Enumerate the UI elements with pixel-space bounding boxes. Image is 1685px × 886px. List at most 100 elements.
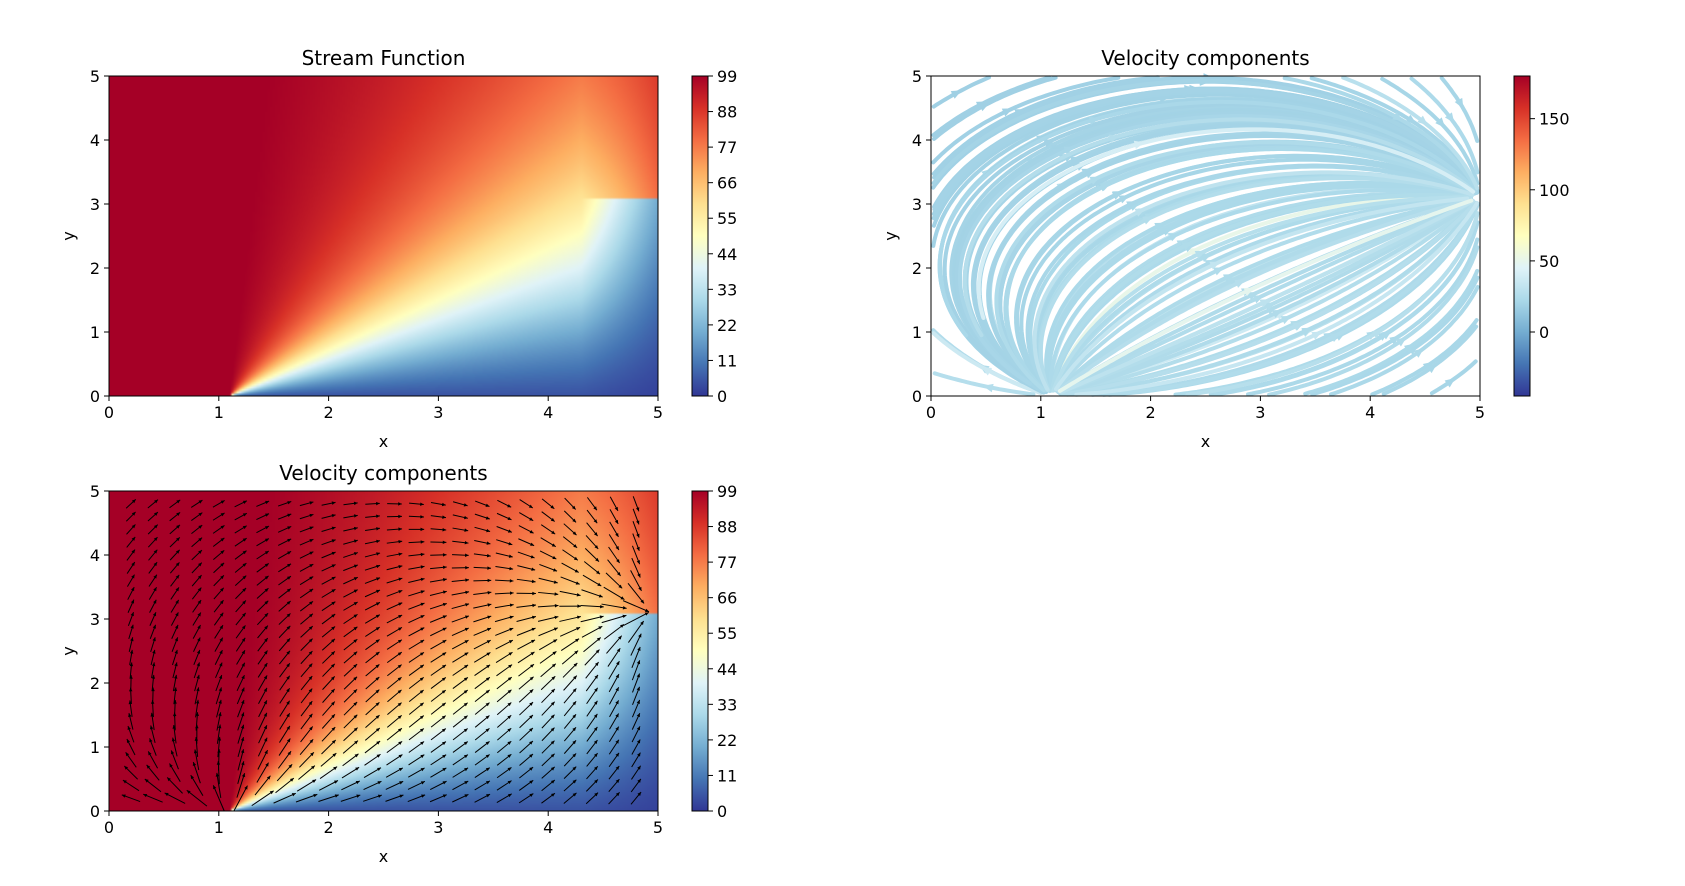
quiver-arrowhead <box>593 506 597 511</box>
streamline <box>1059 201 1474 396</box>
quiver-arrowhead <box>464 664 469 669</box>
quiver-arrow <box>166 777 183 794</box>
y-tick-label: 5 <box>90 482 100 501</box>
colorbar-tick-label: 55 <box>717 209 737 228</box>
x-tick-label: 5 <box>1475 403 1485 422</box>
quiver-arrowhead <box>574 569 579 573</box>
quiver-arrowhead <box>420 602 425 607</box>
quiver-arrowhead <box>242 513 247 517</box>
quiver-arrowhead <box>531 639 536 644</box>
streamline-arrow <box>1234 279 1246 288</box>
quiver-arrowhead <box>131 587 135 592</box>
quiver-arrowhead <box>420 540 425 544</box>
quiver-arrowhead <box>219 612 224 617</box>
quiver-arrowhead <box>507 504 512 508</box>
quiver-arrowhead <box>143 793 148 798</box>
quiver-arrowhead <box>311 765 315 770</box>
quiver-arrowhead <box>442 794 447 798</box>
quiver-arrowhead <box>264 600 269 605</box>
quiver-arrowhead <box>131 562 135 567</box>
quiver-arrowhead <box>377 781 382 785</box>
streamline-arrow <box>1228 277 1240 286</box>
quiver-arrowhead <box>487 627 492 632</box>
quiver-arrow <box>603 586 625 600</box>
quiver-arrowhead <box>507 677 512 681</box>
quiver-arrowhead <box>441 502 446 507</box>
quiver-arrowhead <box>330 688 335 693</box>
quiver-arrowhead <box>636 713 640 718</box>
quiver-arrowhead <box>615 752 620 757</box>
quiver-arrowhead <box>153 562 158 567</box>
quiver-arrowhead <box>376 754 381 758</box>
panel3-xlabel: x <box>379 847 388 866</box>
colorbar-tick-label: 66 <box>717 589 737 608</box>
streamline-arrow <box>1142 216 1154 225</box>
quiver-arrowhead <box>220 525 225 529</box>
panel3-title: Velocity components <box>279 461 487 485</box>
streamline-arrow <box>1194 250 1206 259</box>
quiver-arrowhead <box>442 615 447 619</box>
quiver-arrowhead <box>398 590 403 594</box>
quiver-arrowhead <box>175 574 180 579</box>
quiver-arrowhead <box>399 794 404 798</box>
quiver-arrowhead <box>197 575 202 579</box>
quiver-arrowhead <box>485 728 490 733</box>
panel3-y-ticks: 0 1 2 3 4 5 <box>90 482 109 821</box>
quiver-arrowhead <box>197 587 202 592</box>
quiver-arrowhead <box>241 773 246 778</box>
quiver-arrowhead <box>644 608 649 612</box>
quiver-arrowhead <box>398 754 403 758</box>
streamline-arrow <box>981 366 992 376</box>
quiver-arrowhead <box>486 528 491 533</box>
quiver-arrowhead <box>550 766 555 771</box>
quiver-arrowhead <box>442 590 447 594</box>
streamline-arrow <box>1209 261 1221 270</box>
quiver-arrowhead <box>576 593 581 597</box>
quiver-arrow <box>581 625 603 638</box>
quiver-arrowhead <box>308 626 313 630</box>
quiver-arrowhead <box>398 741 403 745</box>
x-tick-label: 2 <box>324 818 334 837</box>
quiver-arrowhead <box>196 687 200 692</box>
streamline-arrow <box>1133 140 1145 150</box>
quiver-arrowhead <box>594 674 598 679</box>
quiver-arrowhead <box>615 700 619 705</box>
quiver-arrowhead <box>420 754 425 759</box>
quiver-arrowhead <box>264 613 269 617</box>
quiver-arrowhead <box>572 766 577 771</box>
quiver-arrowhead <box>355 780 360 785</box>
quiver-arrowhead <box>242 550 247 555</box>
quiver-arrowhead <box>614 506 618 511</box>
quiver-arrowhead <box>126 739 131 744</box>
quiver-arrowhead <box>376 514 380 518</box>
quiver-arrowhead <box>572 518 577 523</box>
quiver-arrowhead <box>263 712 267 717</box>
quiver-arrow <box>236 773 246 798</box>
y-tick-label: 5 <box>90 67 100 86</box>
quiver-arrowhead <box>331 564 336 568</box>
quiver-arrowhead <box>442 565 447 570</box>
panel3-arrows <box>121 496 650 812</box>
quiver-arrowhead <box>152 624 156 629</box>
quiver-arrowhead <box>593 519 598 524</box>
quiver-arrowhead <box>509 566 514 571</box>
quiver-arrowhead <box>644 612 649 616</box>
quiver-arrowhead <box>153 599 157 604</box>
streamline <box>1055 197 1473 393</box>
quiver-arrowhead <box>353 651 358 656</box>
streamline-arrow <box>1311 331 1323 340</box>
quiver-arrow <box>630 570 642 592</box>
streamline <box>1370 318 1479 397</box>
quiver-arrowhead <box>264 575 269 580</box>
quiver-arrowhead <box>263 687 267 692</box>
quiver-arrow <box>192 761 201 784</box>
panel3-x-ticks: 0 1 2 3 4 5 <box>104 811 663 837</box>
y-tick-label: 1 <box>90 323 100 342</box>
quiver-arrow <box>623 612 649 626</box>
quiver-arrowhead <box>289 778 294 782</box>
quiver-arrowhead <box>529 740 533 745</box>
quiver-arrowhead <box>148 751 152 756</box>
panel3-colorbar <box>691 490 709 812</box>
quiver-arrowhead <box>308 688 313 693</box>
streamline <box>1003 147 1476 393</box>
